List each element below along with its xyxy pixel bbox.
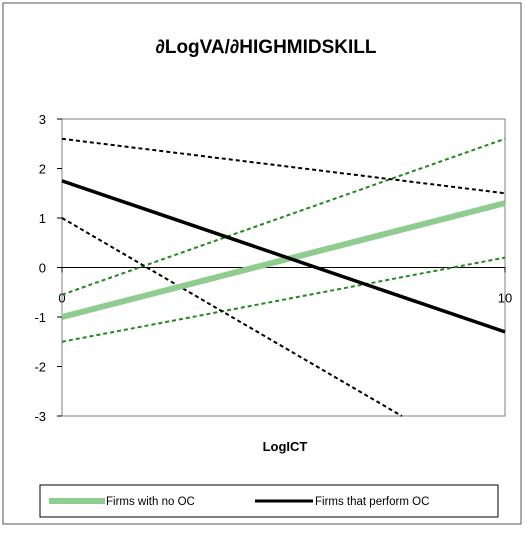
x-axis-label: LogICT bbox=[263, 439, 308, 454]
y-tick-label: 3 bbox=[39, 112, 46, 127]
y-tick-label: -1 bbox=[34, 310, 46, 325]
y-tick-label: -2 bbox=[34, 360, 46, 375]
y-tick-label: 2 bbox=[39, 162, 46, 177]
y-axis: 3 2 1 0 -1 -2 -3 bbox=[34, 112, 62, 424]
series-line-oc-lower bbox=[61, 217, 403, 417]
y-tick-label: 1 bbox=[39, 211, 46, 226]
x-tick-label: 0 bbox=[58, 291, 65, 306]
series-layer bbox=[61, 137, 506, 417]
y-tick-label: 0 bbox=[39, 261, 46, 276]
series-line-oc bbox=[61, 179, 506, 334]
x-tick-label: 10 bbox=[498, 291, 512, 306]
series-line-no-oc-lower bbox=[61, 256, 506, 343]
chart-title: ∂LogVA/∂HIGHMIDSKILL bbox=[155, 37, 376, 58]
series-line-no-oc-upper bbox=[61, 137, 506, 296]
legend-label-no-oc: Firms with no OC bbox=[106, 496, 195, 508]
series-line-oc-upper bbox=[61, 137, 506, 195]
legend-label-oc: Firms that perform OC bbox=[315, 496, 429, 508]
x-axis: 0 10 bbox=[58, 267, 512, 306]
series-line-no-oc bbox=[61, 200, 506, 320]
legend: Firms with no OC Firms that perform OC bbox=[39, 484, 499, 518]
y-tick-label: -3 bbox=[34, 409, 46, 424]
